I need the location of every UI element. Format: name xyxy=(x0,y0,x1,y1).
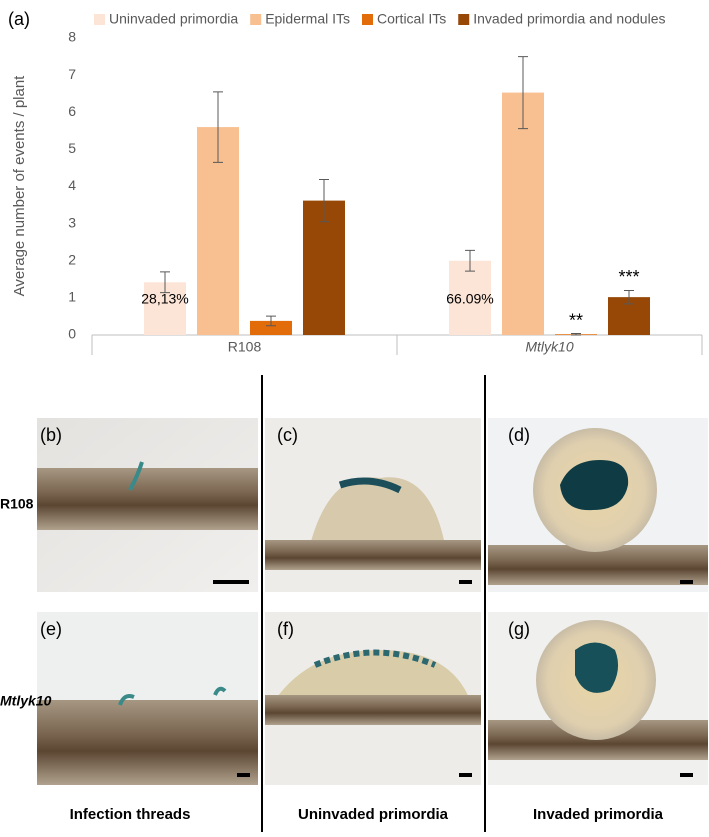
y-tick-label: 1 xyxy=(68,289,76,305)
y-tick-label: 7 xyxy=(68,66,76,82)
error-bar xyxy=(319,178,329,223)
y-tick-label: 2 xyxy=(68,251,76,267)
bar xyxy=(303,200,345,335)
y-tick-label: 8 xyxy=(68,29,76,45)
panel-label: (g) xyxy=(508,619,530,639)
panel-label: (b) xyxy=(40,425,62,445)
legend-label: Invaded primordia and nodules xyxy=(473,11,665,27)
column-caption: Invaded primordia xyxy=(533,806,664,823)
legend-label: Epidermal ITs xyxy=(265,11,350,27)
bar xyxy=(250,320,292,335)
y-axis-title: Average number of events / plant xyxy=(11,75,28,297)
row-label: R108 xyxy=(0,496,34,512)
micrographs xyxy=(37,375,708,832)
bar xyxy=(502,92,544,335)
bar-annotation: ** xyxy=(569,310,583,330)
panel-label: (c) xyxy=(277,425,298,445)
x-tick-label: R108 xyxy=(228,339,262,355)
y-tick-label: 6 xyxy=(68,103,76,119)
error-bar xyxy=(624,289,634,305)
column-caption: Uninvaded primordia xyxy=(298,806,449,823)
panel-label: (e) xyxy=(40,619,62,639)
y-tick-label: 0 xyxy=(68,326,76,342)
bar-annotation: *** xyxy=(618,267,639,287)
error-bar xyxy=(213,91,223,163)
y-tick-label: 4 xyxy=(68,177,76,193)
legend-swatch xyxy=(94,14,105,25)
legend-swatch xyxy=(362,14,373,25)
error-bar xyxy=(160,271,170,294)
panel-label: (d) xyxy=(508,425,530,445)
y-tick-label: 3 xyxy=(68,214,76,230)
legend-swatch xyxy=(250,14,262,25)
column-caption: Infection threads xyxy=(70,806,191,823)
bar-annotation: 66.09% xyxy=(446,290,493,306)
legend-label: Uninvaded primordia xyxy=(109,11,238,27)
legend-label: Cortical ITs xyxy=(377,11,446,27)
error-bar xyxy=(571,333,581,336)
row-label: Mtlyk10 xyxy=(0,693,52,709)
bar-annotation: 28,13% xyxy=(141,290,188,306)
x-tick-label: Mtlyk10 xyxy=(525,339,573,355)
error-bar xyxy=(518,56,528,130)
error-bar xyxy=(266,315,276,327)
bar xyxy=(449,260,491,335)
error-bar xyxy=(465,249,475,272)
panel-label: (f) xyxy=(277,619,294,639)
legend-swatch xyxy=(458,14,470,25)
y-tick-label: 5 xyxy=(68,140,76,156)
panel-label: (a) xyxy=(8,9,30,29)
